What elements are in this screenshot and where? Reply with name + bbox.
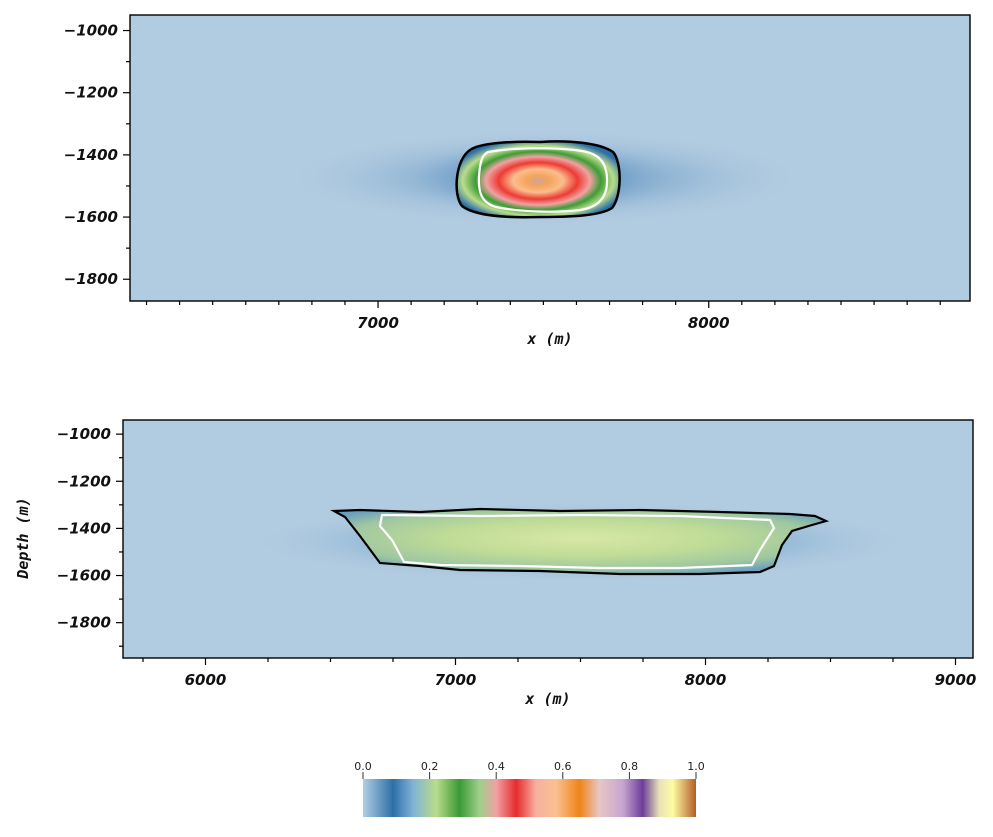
top-contour-outer [455, 140, 621, 219]
top-y-axis: −1000 −1200 −1400 −1600 −1800 [64, 22, 130, 288]
bottom-y-axis-title: Depth (m) [14, 497, 32, 579]
bottom-x-tick-label: 6000 [185, 671, 227, 689]
bottom-plume-core [334, 509, 826, 574]
top-panel: −1000 −1200 −1400 −1600 −1800 7000 8000 x (m) [64, 14, 971, 348]
bottom-x-tick-label: 8000 [685, 671, 727, 689]
bottom-x-axis: 6000 7000 8000 9000 [142, 658, 977, 689]
top-y-tick-label: −1600 [64, 208, 118, 226]
top-plume-core [456, 141, 620, 218]
colorbar-tick-label: 0.0 [354, 760, 372, 773]
bottom-y-tick-label: −1800 [57, 614, 111, 632]
bottom-frame [122, 419, 974, 659]
colorbar-tick-label: 0.2 [421, 760, 439, 773]
bottom-y-axis: −1000 −1200 −1400 −1600 −1800 [57, 425, 123, 647]
top-contour-inner [477, 147, 609, 213]
colorbar-tick-label: 1.0 [687, 760, 705, 773]
top-y-tick-label: −1800 [64, 270, 118, 288]
bottom-contour-outer [329, 507, 830, 576]
top-y-tick-label: −1000 [64, 22, 118, 40]
top-y-tick-label: −1400 [64, 146, 118, 164]
top-heatmap [285, 130, 805, 226]
colorbar-tick-label: 0.4 [487, 760, 505, 773]
top-frame [129, 14, 971, 302]
bottom-x-tick-label: 7000 [435, 671, 477, 689]
top-x-axis: 7000 8000 [145, 301, 941, 332]
top-y-tick-label: −1200 [64, 84, 118, 102]
bottom-panel: −1000 −1200 −1400 −1600 −1800 6000 7000 8000 90… [14, 419, 977, 708]
top-x-tick-label: 7000 [357, 314, 399, 332]
bottom-y-tick-label: −1600 [57, 567, 111, 585]
bottom-y-tick-label: −1200 [57, 472, 111, 490]
top-x-tick-label: 8000 [688, 314, 730, 332]
bottom-x-tick-label: 9000 [935, 671, 977, 689]
bottom-y-tick-label: −1400 [57, 519, 111, 537]
colorbar-tick-label: 0.6 [554, 760, 572, 773]
bottom-x-axis-title: x (m) [524, 690, 570, 708]
bottom-y-tick-label: −1000 [57, 425, 111, 443]
bottom-heatmap [250, 502, 910, 582]
bottom-contour-inner [378, 513, 776, 570]
colorbar-ticks: 0.0 0.2 0.4 0.6 0.8 1.0 [354, 760, 705, 779]
colorbar: 0.0 0.2 0.4 0.6 0.8 1.0 [354, 760, 705, 817]
top-x-axis-title: x (m) [526, 330, 572, 348]
colorbar-tick-label: 0.8 [621, 760, 639, 773]
colorbar-gradient [363, 779, 696, 817]
